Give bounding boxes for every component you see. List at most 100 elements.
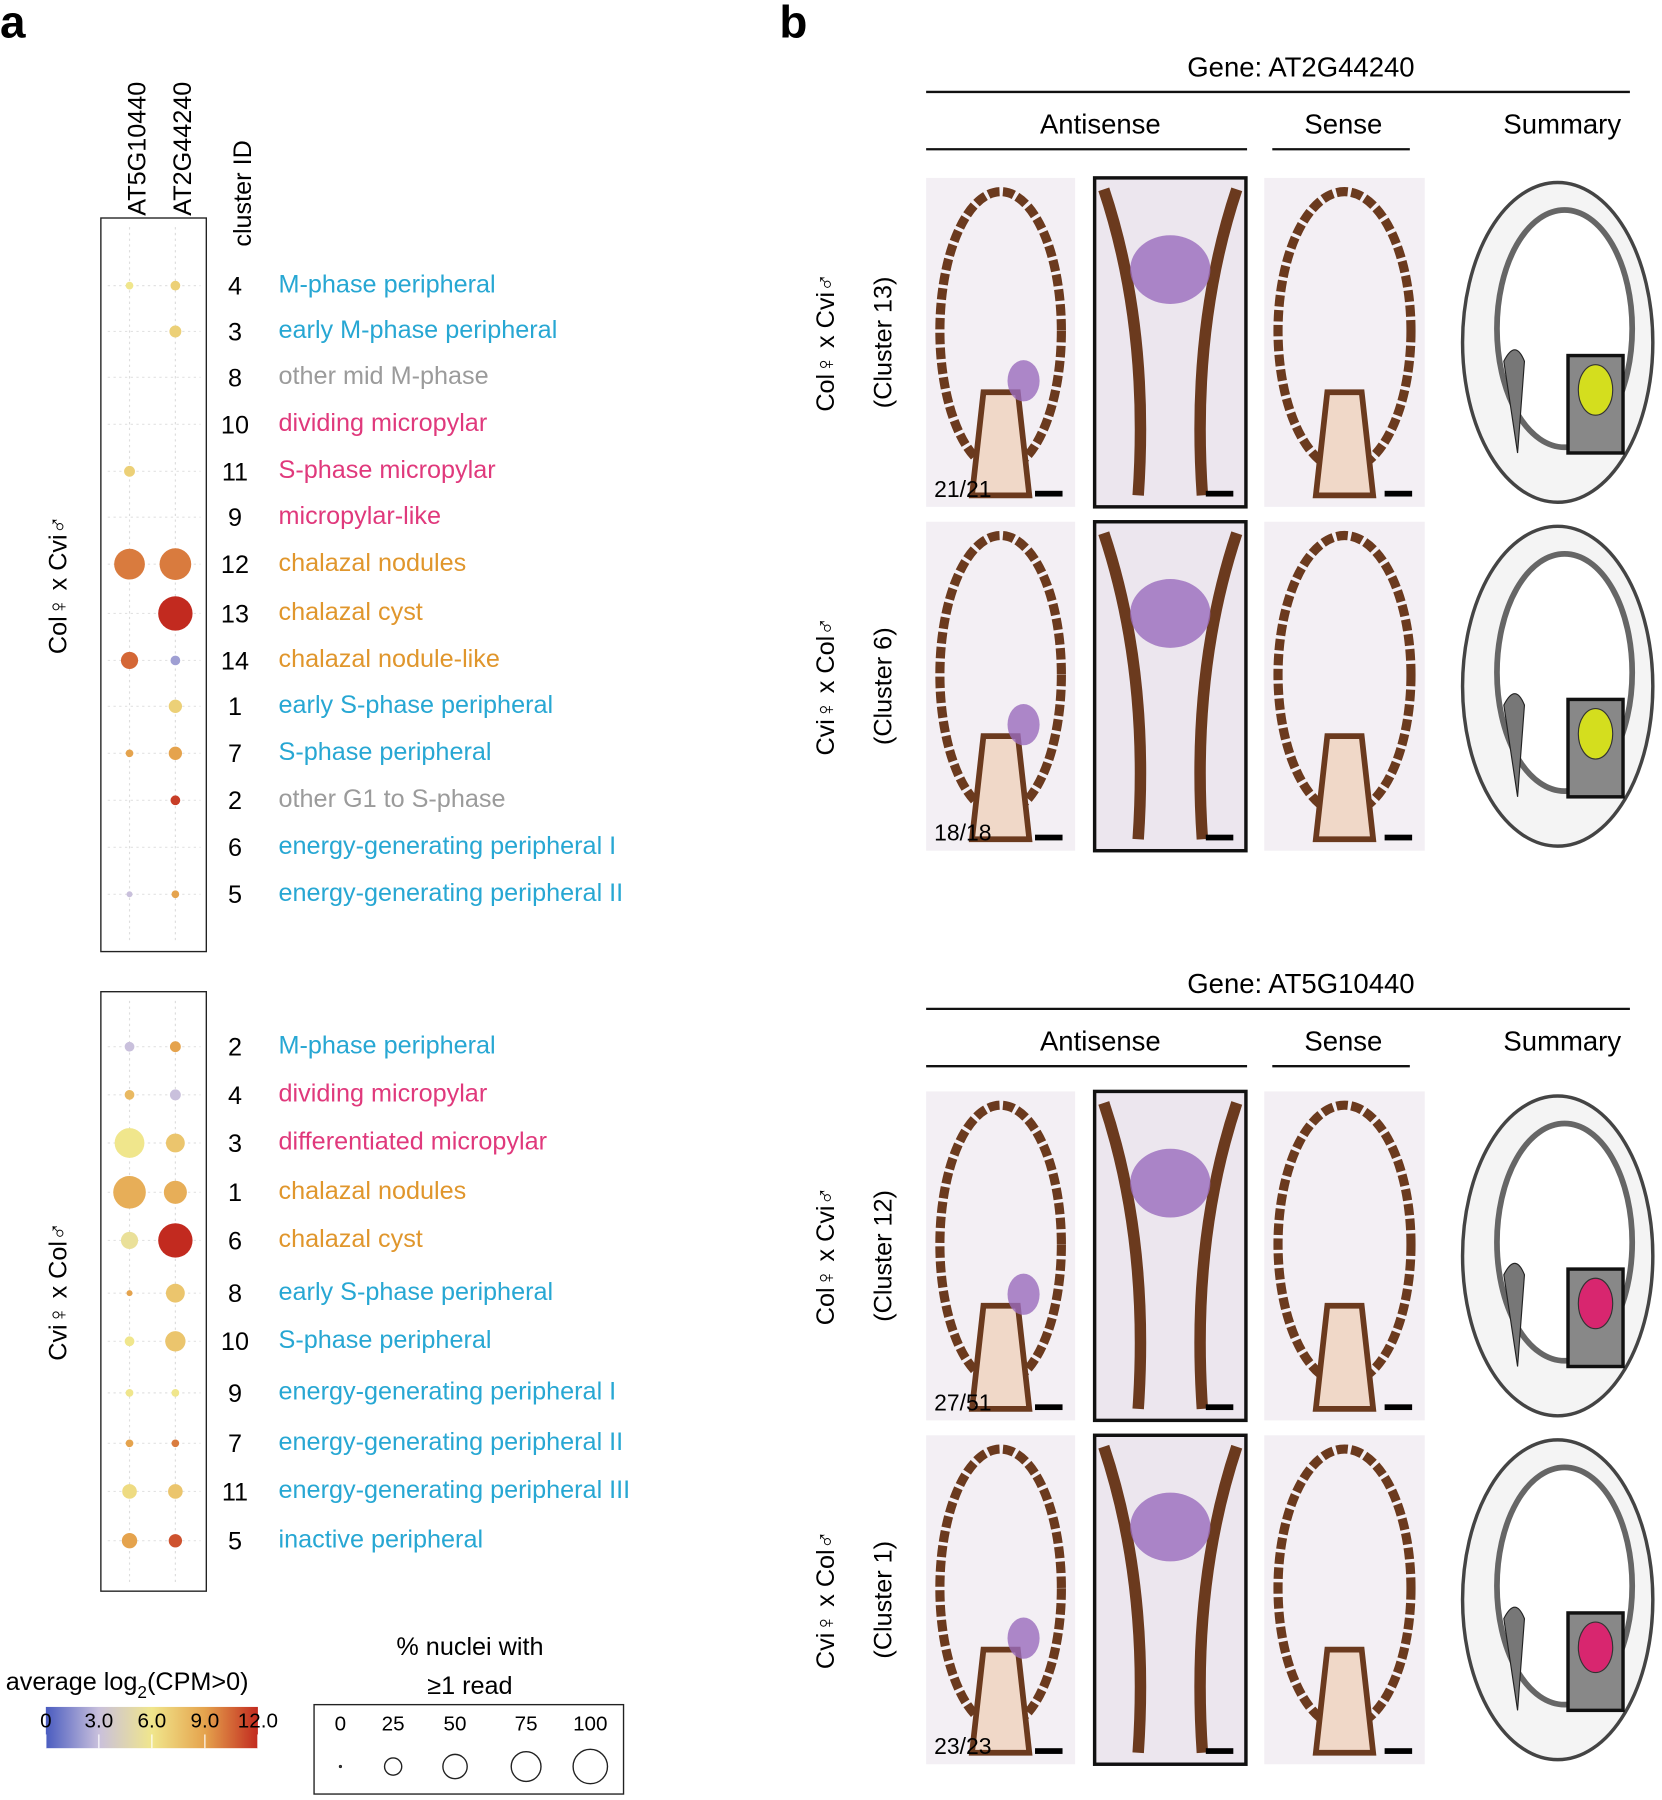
micrograph — [1460, 1094, 1655, 1418]
scale-bar — [1205, 1404, 1234, 1411]
cluster-id: 4 — [228, 1082, 242, 1110]
panel-letter: a — [0, 0, 26, 48]
gene-title: Gene: AT5G10440 — [1187, 968, 1414, 999]
micrograph — [1264, 521, 1425, 851]
cluster-id: 3 — [228, 318, 242, 346]
cluster-name: S-phase peripheral — [279, 738, 492, 766]
micrograph — [1460, 1438, 1655, 1762]
embryo-sac-wall — [935, 187, 1066, 475]
cluster-name: chalazal cyst — [279, 1225, 423, 1253]
scale-bar — [1384, 1404, 1413, 1411]
dot — [168, 699, 183, 713]
panel-letter: b — [779, 0, 807, 48]
cluster-id: 11 — [222, 458, 248, 486]
cluster-id: 1 — [228, 693, 242, 721]
colorbar-tick-label: 12.0 — [238, 1709, 278, 1732]
size-key — [338, 1764, 343, 1769]
colorbar-tick-label: 3.0 — [85, 1709, 114, 1732]
group-box — [100, 217, 208, 953]
dot — [169, 1041, 181, 1053]
micrograph — [1092, 1089, 1248, 1423]
expression-domain — [1577, 708, 1614, 760]
dot — [124, 465, 135, 477]
size-key — [442, 1753, 468, 1780]
row-label: Col♀ x Cvi♂ — [812, 1187, 840, 1326]
cluster-name: early S-phase peripheral — [279, 1278, 554, 1306]
dot — [169, 325, 182, 338]
dot — [114, 1128, 145, 1158]
scale-bar — [1384, 1748, 1413, 1754]
cluster-id: 3 — [228, 1130, 242, 1158]
size-tick-label: 50 — [444, 1713, 467, 1736]
dot — [120, 651, 139, 670]
cell-wall — [1098, 1444, 1243, 1754]
cluster-name: energy-generating peripheral III — [279, 1476, 631, 1504]
embryo-sac-wall — [935, 1100, 1066, 1389]
size-key — [510, 1750, 542, 1783]
cluster-id: 7 — [228, 1430, 242, 1458]
cluster-id: 10 — [221, 1328, 249, 1356]
row-label: (Cluster 13) — [870, 277, 898, 409]
dot — [121, 1533, 138, 1549]
cluster-id: 10 — [221, 411, 249, 439]
legend-box — [313, 1703, 625, 1795]
dot — [114, 548, 145, 580]
expression-domain — [1577, 1277, 1614, 1330]
dot — [168, 1484, 183, 1499]
cluster-name: micropylar-like — [279, 502, 441, 530]
funiculus — [1503, 349, 1526, 454]
micrograph — [926, 1091, 1076, 1421]
column-header: Summary — [1503, 1026, 1621, 1057]
dot — [124, 1336, 135, 1347]
cluster-name: dividing micropylar — [279, 1080, 488, 1108]
scale-bar — [1384, 834, 1413, 841]
micrograph — [1460, 524, 1655, 848]
colorbar-tick-label: 9.0 — [191, 1709, 220, 1732]
cluster-name: energy-generating peripheral I — [279, 832, 617, 860]
scale-bar — [1035, 1748, 1063, 1754]
scale-bar — [1205, 490, 1234, 497]
dot — [168, 746, 183, 760]
dot — [124, 1089, 135, 1100]
scale-bar — [1035, 490, 1063, 497]
funiculus — [1503, 1606, 1526, 1711]
micrograph — [1092, 176, 1248, 509]
cluster-id: 13 — [221, 600, 249, 628]
cluster-name: chalazal nodules — [279, 549, 467, 577]
dot — [159, 548, 192, 581]
cluster-name: differentiated micropylar — [279, 1128, 548, 1156]
dot — [158, 596, 193, 631]
signal — [1130, 1148, 1211, 1218]
cluster-id: 9 — [228, 1380, 242, 1408]
nucellus — [1312, 389, 1377, 499]
micrograph — [1264, 1435, 1425, 1765]
column-header: Antisense — [1040, 1026, 1161, 1057]
dot — [113, 1175, 146, 1209]
dot — [124, 1041, 135, 1052]
nucellus — [1312, 733, 1377, 843]
dot — [171, 1389, 180, 1397]
dot — [170, 655, 181, 666]
count-label: 18/18 — [934, 820, 991, 846]
cluster-id: 8 — [228, 1280, 242, 1308]
dot — [126, 1290, 133, 1297]
legend-title: average log2(CPM>0) — [6, 1668, 249, 1702]
column-header: cluster ID — [229, 140, 257, 246]
cluster-id: 6 — [228, 834, 242, 862]
signal — [1007, 703, 1040, 746]
cluster-name: M-phase peripheral — [279, 1031, 496, 1059]
dot — [171, 890, 180, 899]
colorbar-tick-label: 0 — [40, 1709, 51, 1732]
count-label: 21/21 — [934, 476, 991, 502]
scale-bar — [1035, 834, 1063, 841]
row-label: Col♀ x Cvi♂ — [812, 273, 840, 412]
dot — [169, 1089, 181, 1101]
cluster-name: chalazal nodule-like — [279, 645, 500, 673]
colorbar-tick-label: 6.0 — [138, 1709, 167, 1732]
dot — [158, 1223, 193, 1258]
expression-domain — [1577, 364, 1614, 416]
cluster-name: energy-generating peripheral II — [279, 879, 624, 907]
legend-title: ≥1 read — [427, 1672, 512, 1700]
group-label: Cvi♀ x Col♂ — [44, 1222, 72, 1361]
group-label: Col♀ x Cvi♂ — [44, 515, 72, 654]
